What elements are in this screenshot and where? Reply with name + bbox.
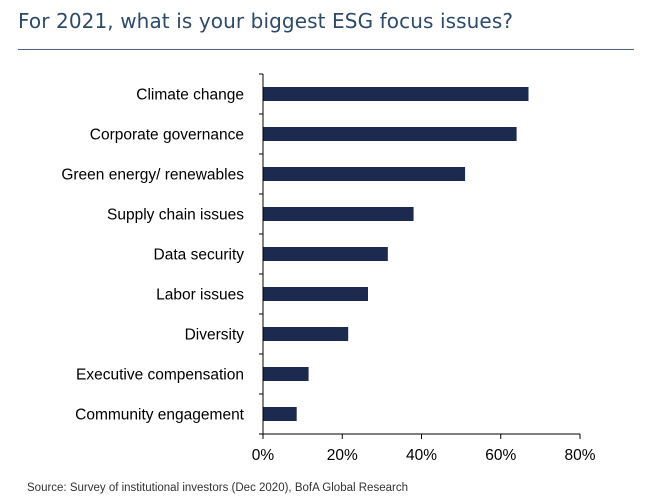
bar [263,87,529,101]
category-label: Supply chain issues [107,207,244,224]
category-label: Labor issues [156,287,244,304]
category-label: Community engagement [75,407,245,424]
page-title: For 2021, what is your biggest ESG focus… [18,9,514,33]
bar [263,207,414,221]
source-note: Source: Survey of institutional investor… [27,482,408,494]
x-tick-label: 80% [564,447,595,464]
category-label: Climate change [136,87,244,104]
category-label: Corporate governance [90,127,244,144]
x-tick-label: 20% [327,447,358,464]
bar [263,327,349,341]
category-label: Green energy/ renewables [61,167,244,184]
x-tick-label: 0% [252,447,275,464]
x-tick-label: 60% [485,447,516,464]
category-label: Data security [154,247,245,264]
category-label: Diversity [185,327,245,344]
category-label: Executive compensation [76,367,244,384]
bar [263,127,517,141]
bar [263,407,297,421]
x-tick-label: 40% [406,447,437,464]
bar [263,367,309,381]
bar [263,247,388,261]
bar [263,287,369,301]
title-divider [18,49,634,50]
bar [263,167,466,181]
